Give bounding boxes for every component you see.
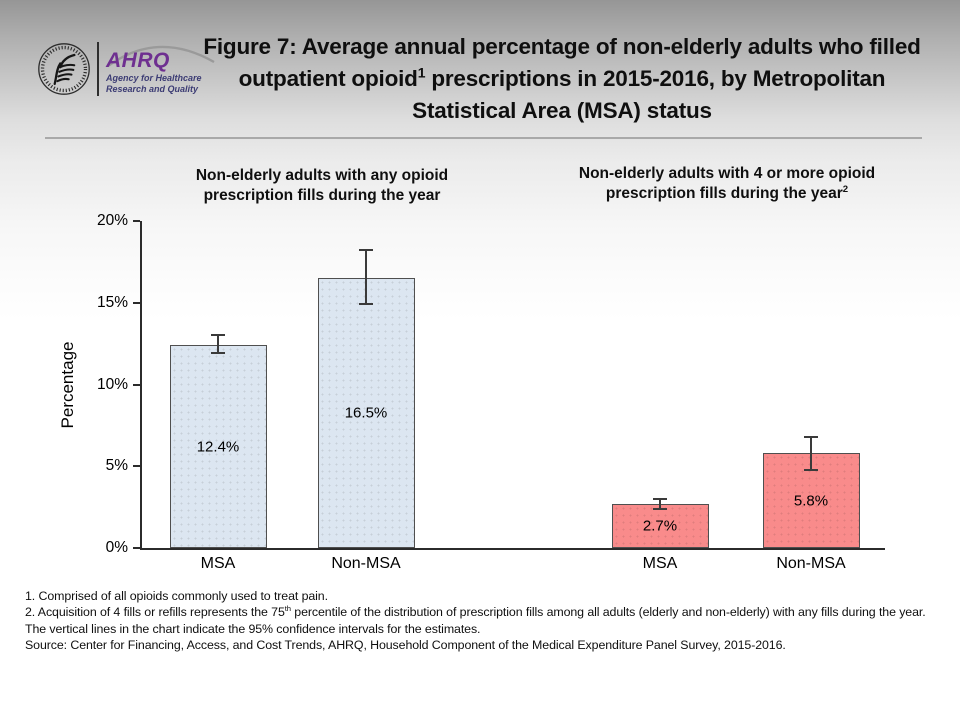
ahrq-tagline: Agency for Healthcare Research and Quali…	[106, 73, 202, 94]
error-bar-line	[659, 498, 661, 509]
y-tick-mark	[133, 547, 140, 549]
bar-non-msa-group2	[762, 453, 860, 548]
error-bar-cap	[211, 334, 225, 337]
chart-group-subtitle-4plus-fills: Non-elderly adults with 4 or more opioid…	[552, 164, 902, 205]
hhs-eagle-emblem-icon	[38, 43, 90, 95]
ahrq-tagline-line1: Agency for Healthcare	[106, 72, 202, 83]
y-tick-label: 0%	[105, 539, 128, 556]
header-divider	[45, 137, 922, 139]
ahrq-abbr: AHRQ	[106, 48, 170, 72]
bar-value-label: 5.8%	[793, 492, 829, 510]
footnote-source: Source: Center for Financing, Access, an…	[25, 638, 786, 653]
subtitle-superscript: 2	[842, 184, 849, 196]
error-bar-cap	[804, 468, 818, 471]
y-tick-mark	[133, 220, 140, 222]
bar-texture	[318, 279, 414, 547]
x-category-label: MSA	[200, 555, 236, 572]
y-tick-mark	[133, 383, 140, 386]
footnote-1: 1. Comprised of all opioids commonly use…	[25, 589, 328, 603]
figure-title: Figure 7: Average annual percentage of n…	[188, 31, 936, 127]
y-tick-label: 10%	[96, 375, 128, 393]
error-bar-cap	[359, 249, 373, 252]
logo-separator	[97, 42, 99, 96]
bar-value-label: 16.5%	[344, 404, 388, 422]
bar-texture	[612, 504, 708, 547]
subtitle-text: Non-elderly adults with any opioid presc…	[195, 167, 449, 205]
figure-title-part2: prescriptions in 2015-2016, by Metropoli…	[412, 65, 886, 123]
error-bar-line	[810, 436, 812, 470]
error-bar-cap	[359, 303, 373, 306]
y-tick-label: 20%	[96, 212, 128, 229]
error-bar-cap	[211, 352, 225, 355]
figure-title-superscript: 1	[417, 64, 426, 81]
footnote-ci: The vertical lines in the chart indicate…	[25, 621, 481, 636]
footnote-2: 2. Acquisition of 4 fills or refills rep…	[25, 604, 926, 620]
error-bar-line	[365, 250, 367, 305]
error-bar-cap	[653, 507, 667, 510]
bar-value-label: 2.7%	[642, 517, 678, 535]
y-tick-mark	[133, 301, 140, 304]
x-category-label: Non-MSA	[776, 555, 846, 572]
error-bar-cap	[653, 497, 667, 500]
subtitle-text: Non-elderly adults with 4 or more opioid…	[578, 165, 876, 203]
bar-value-label: 12.4%	[196, 438, 240, 456]
ahrq-tagline-line2: Research and Quality	[106, 83, 199, 94]
figure-title-part1: Figure 7: Average annual percentage of n…	[203, 34, 921, 91]
error-bar-line	[217, 335, 219, 354]
x-category-label: MSA	[642, 555, 678, 572]
bar-texture	[170, 346, 266, 547]
y-tick-label: 5%	[105, 457, 128, 475]
error-bar-cap	[804, 435, 818, 438]
x-category-label: Non-MSA	[331, 555, 401, 572]
y-tick-label: 15%	[96, 293, 128, 311]
chart-group-subtitle-any-fills: Non-elderly adults with any opioid presc…	[152, 166, 492, 207]
bar-non-msa-group1	[317, 278, 415, 548]
ahrq-logo: AHRQ Agency for Healthcare Research and …	[36, 36, 215, 102]
bar-msa-group1	[169, 345, 267, 548]
footnote-2-superscript: th	[284, 604, 291, 614]
y-axis-label: Percentage	[58, 341, 77, 429]
footnotes: 1. Comprised of all opioids commonly use…	[25, 588, 941, 654]
bar-chart-plot-area: 0% 5% 10% 15% 20% 12.4% MSA 16.5% Non-MSA 2.7% MSA…	[97, 212, 885, 572]
bar-msa-group2	[611, 503, 709, 548]
y-tick-mark	[133, 465, 140, 468]
